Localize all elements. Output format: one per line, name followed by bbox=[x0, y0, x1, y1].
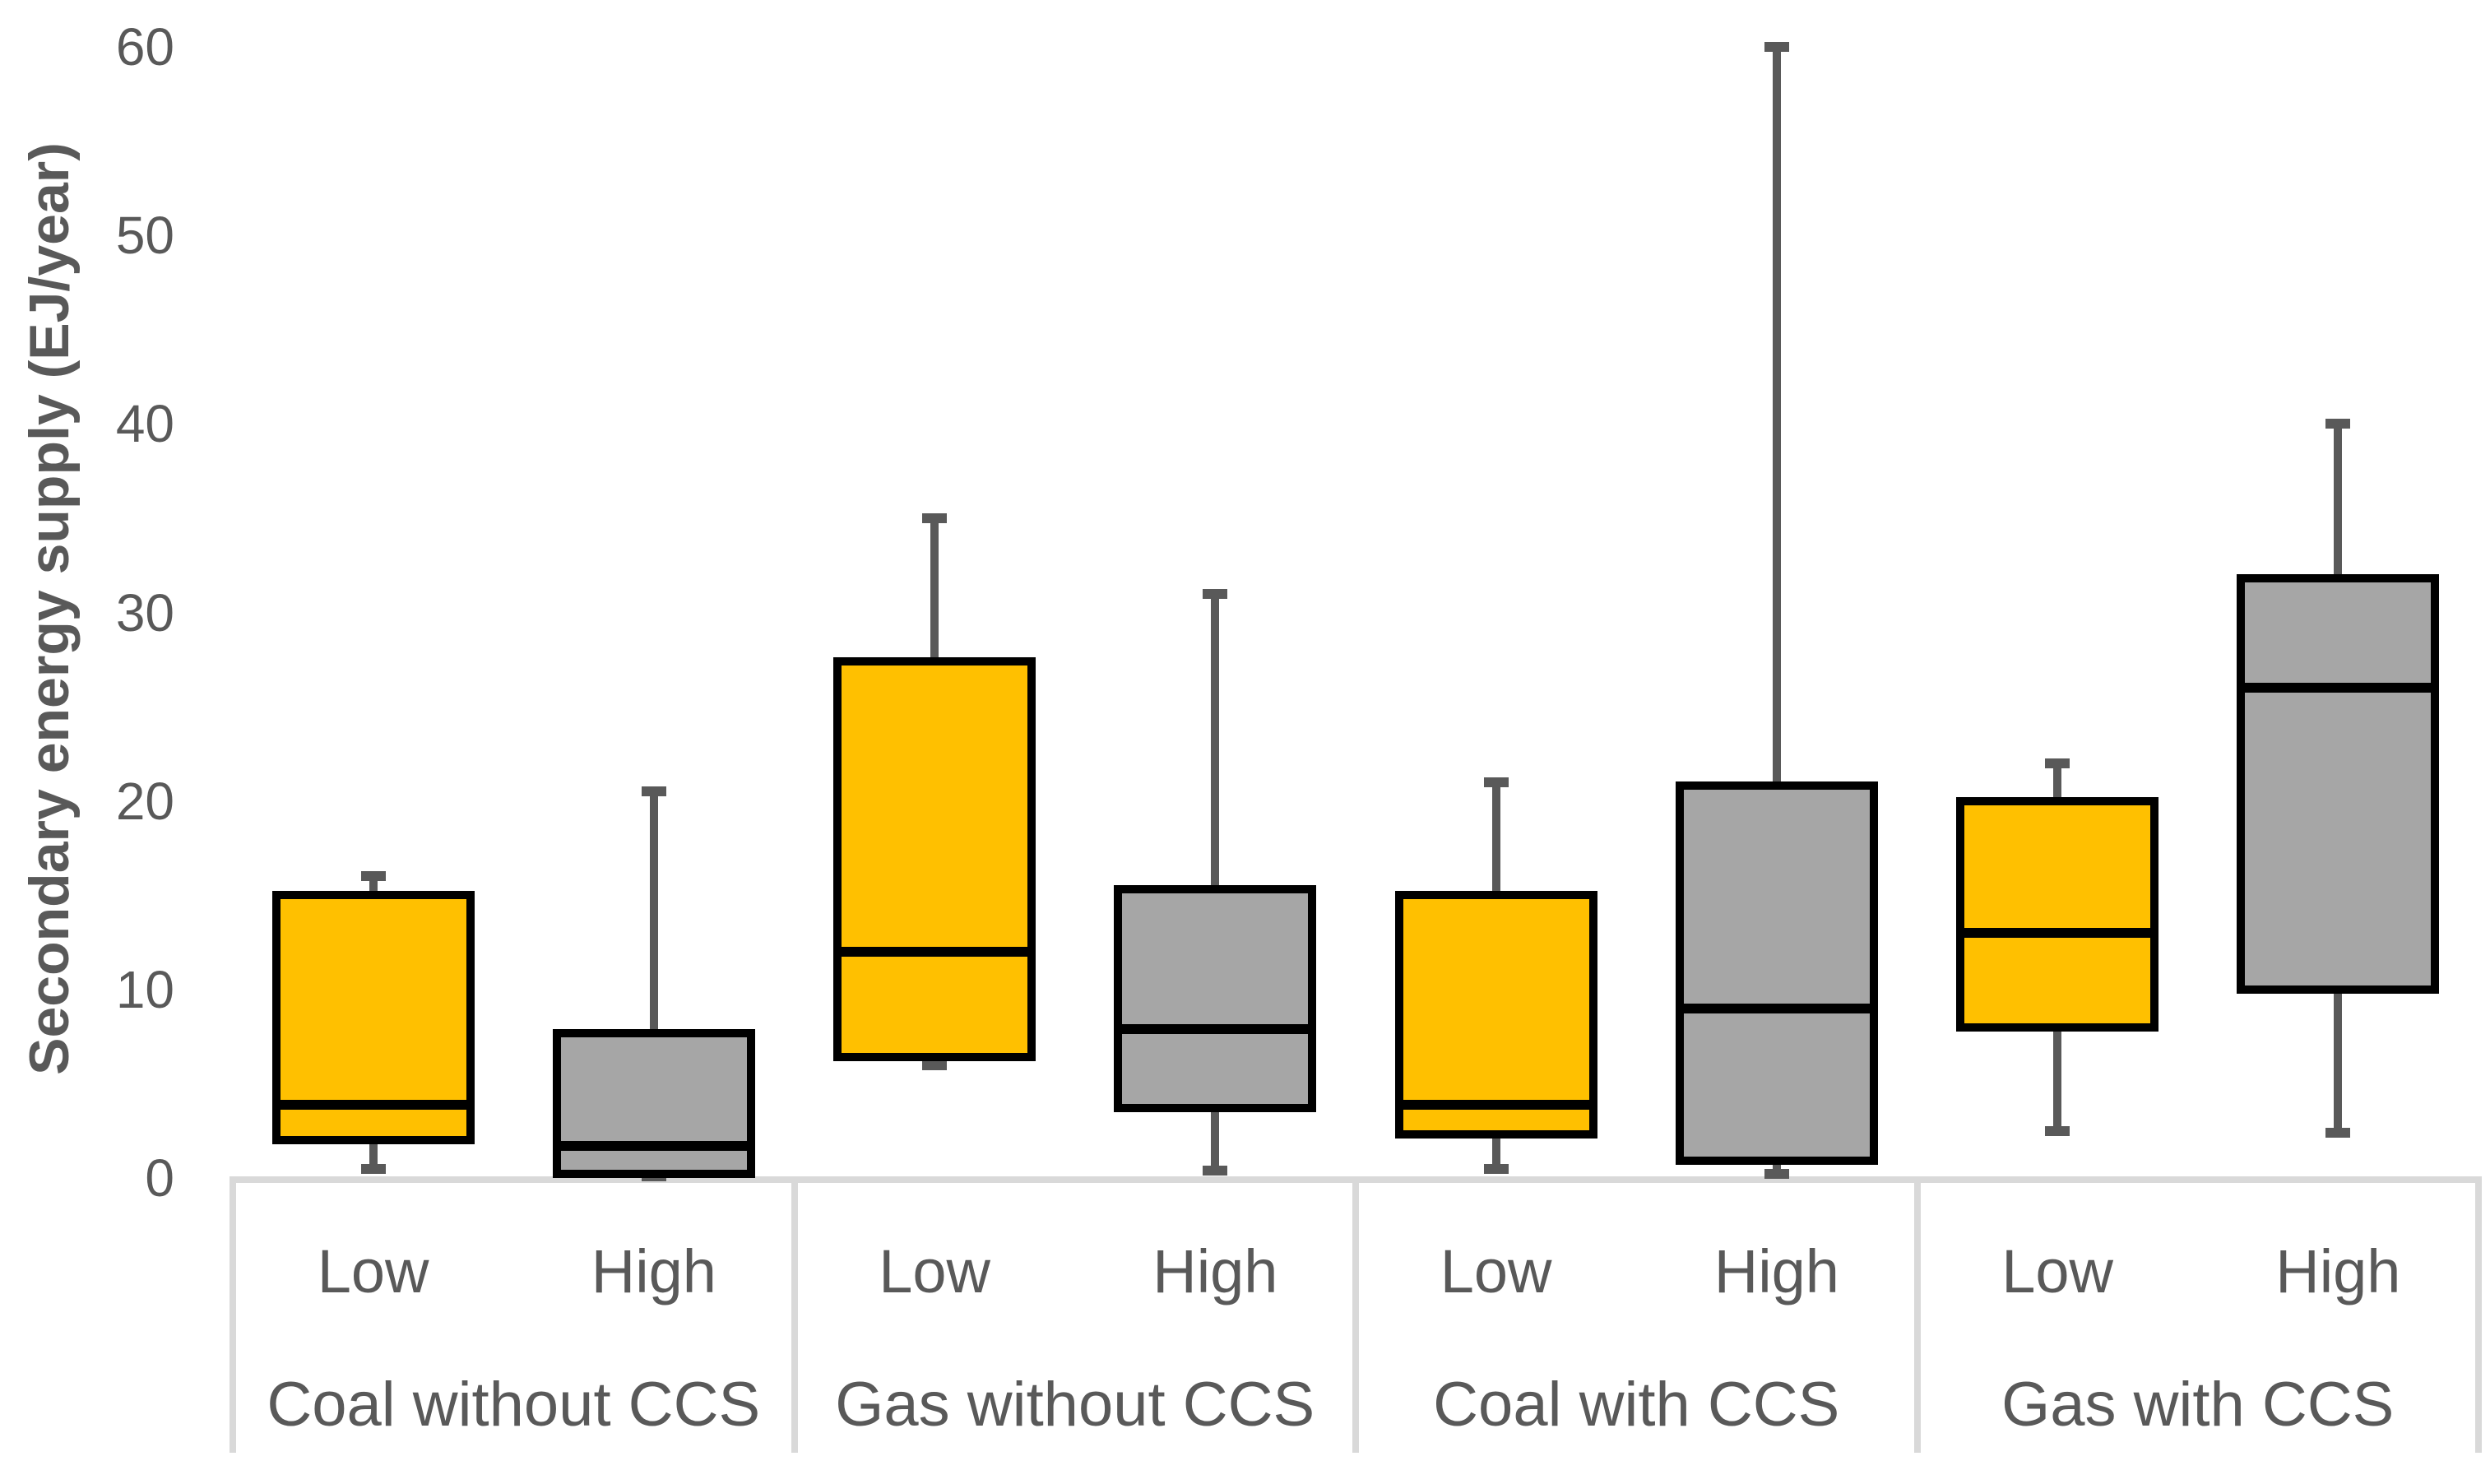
median-line-coal-with-ccs-high bbox=[1679, 1003, 1874, 1013]
axis-sub-label-coal-with-ccs-high: High bbox=[1713, 1237, 1839, 1305]
whisker-cap-max-gas-with-ccs-high bbox=[2325, 419, 2351, 429]
whisker-cap-max-coal-with-ccs-high bbox=[1764, 42, 1789, 52]
whisker-upper-gas-with-ccs-low bbox=[2053, 763, 2062, 801]
whisker-lower-coal-with-ccs-low bbox=[1491, 1134, 1500, 1169]
whisker-lower-coal-with-ccs-high bbox=[1772, 1161, 1781, 1175]
box-coal-without-ccs-high bbox=[552, 1028, 755, 1179]
whisker-cap-min-gas-with-ccs-high bbox=[2325, 1128, 2351, 1138]
axis-sub-label-coal-with-ccs-low: Low bbox=[1440, 1237, 1552, 1305]
y-tick-label-10: 10 bbox=[115, 959, 174, 1019]
whisker-cap-max-gas-without-ccs-low bbox=[922, 512, 948, 523]
whisker-lower-gas-without-ccs-high bbox=[1211, 1108, 1220, 1171]
box-gas-with-ccs-low bbox=[1956, 796, 2159, 1032]
axis-sub-label-gas-without-ccs-low: Low bbox=[879, 1237, 990, 1305]
y-tick-label-40: 40 bbox=[115, 394, 174, 454]
whisker-cap-min-coal-without-ccs-low bbox=[360, 1163, 386, 1174]
y-tick-label-60: 60 bbox=[115, 17, 174, 77]
whisker-cap-max-coal-without-ccs-high bbox=[641, 786, 666, 797]
axis-group-label-gas-without-ccs: Gas without CCS bbox=[835, 1370, 1315, 1440]
median-line-gas-with-ccs-high bbox=[2241, 683, 2436, 693]
median-line-gas-with-ccs-low bbox=[1960, 928, 2155, 939]
axis-group-label-coal-without-ccs: Coal without CCS bbox=[267, 1370, 761, 1440]
whisker-upper-coal-with-ccs-high bbox=[1772, 47, 1781, 786]
whisker-upper-gas-without-ccs-low bbox=[930, 517, 939, 662]
whisker-cap-min-coal-with-ccs-high bbox=[1764, 1169, 1789, 1180]
box-coal-with-ccs-low bbox=[1394, 891, 1597, 1139]
y-tick-label-20: 20 bbox=[115, 771, 174, 831]
axis-sub-label-gas-with-ccs-high: High bbox=[2275, 1237, 2401, 1305]
y-tick-label-50: 50 bbox=[115, 206, 174, 266]
whisker-lower-gas-with-ccs-high bbox=[2334, 989, 2343, 1133]
category-table-divider-1 bbox=[791, 1180, 798, 1453]
median-line-coal-without-ccs-high bbox=[556, 1141, 751, 1152]
box-gas-with-ccs-high bbox=[2237, 574, 2440, 994]
box-coal-with-ccs-high bbox=[1675, 781, 1878, 1166]
whisker-cap-max-gas-with-ccs-low bbox=[2045, 758, 2070, 768]
whisker-upper-coal-with-ccs-low bbox=[1491, 781, 1500, 896]
category-table-divider-3 bbox=[1913, 1180, 1921, 1453]
median-line-coal-without-ccs-low bbox=[276, 1099, 471, 1110]
median-line-coal-with-ccs-low bbox=[1398, 1099, 1593, 1110]
whisker-cap-min-gas-without-ccs-low bbox=[922, 1060, 948, 1070]
axis-group-label-gas-with-ccs: Gas with CCS bbox=[2001, 1370, 2395, 1440]
category-table-divider-4 bbox=[2475, 1180, 2482, 1453]
axis-sub-label-coal-without-ccs-high: High bbox=[591, 1237, 716, 1305]
whisker-cap-min-gas-without-ccs-high bbox=[1203, 1165, 1228, 1176]
whisker-cap-min-coal-with-ccs-low bbox=[1483, 1163, 1509, 1174]
category-table-divider-0 bbox=[230, 1180, 236, 1453]
median-line-gas-without-ccs-high bbox=[1118, 1023, 1313, 1034]
whisker-cap-max-coal-without-ccs-low bbox=[360, 871, 386, 882]
median-line-gas-without-ccs-low bbox=[837, 947, 1032, 957]
whisker-upper-coal-without-ccs-low bbox=[369, 876, 378, 896]
y-tick-label-0: 0 bbox=[145, 1148, 174, 1208]
whisker-upper-coal-without-ccs-high bbox=[649, 791, 658, 1033]
axis-sub-label-gas-without-ccs-high: High bbox=[1152, 1237, 1278, 1305]
whisker-lower-coal-without-ccs-low bbox=[369, 1140, 378, 1169]
box-gas-without-ccs-low bbox=[833, 657, 1036, 1062]
box-gas-without-ccs-high bbox=[1114, 885, 1317, 1113]
whisker-upper-gas-with-ccs-high bbox=[2334, 424, 2343, 579]
whisker-cap-max-coal-with-ccs-low bbox=[1483, 777, 1509, 787]
category-table-divider-2 bbox=[1352, 1180, 1359, 1453]
axis-group-label-coal-with-ccs: Coal with CCS bbox=[1433, 1370, 1840, 1440]
whisker-upper-gas-without-ccs-high bbox=[1211, 593, 1220, 890]
axis-sub-label-coal-without-ccs-low: Low bbox=[317, 1237, 429, 1305]
whisker-cap-max-gas-without-ccs-high bbox=[1203, 588, 1228, 599]
axis-sub-label-gas-with-ccs-low: Low bbox=[2001, 1237, 2113, 1305]
y-tick-label-30: 30 bbox=[115, 582, 174, 642]
whisker-cap-min-gas-with-ccs-low bbox=[2045, 1125, 2070, 1136]
whisker-lower-gas-with-ccs-low bbox=[2053, 1027, 2062, 1131]
